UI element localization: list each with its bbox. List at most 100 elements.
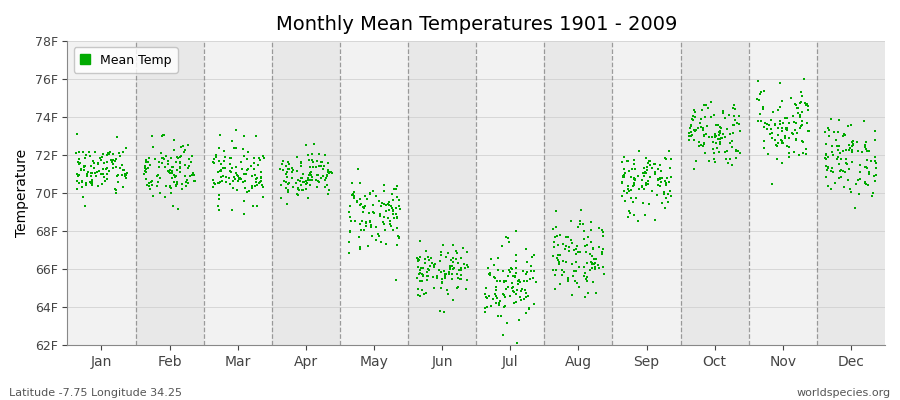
Point [173,169,187,175]
Point [697,102,711,108]
Point [518,294,533,300]
Point [256,194,270,200]
Point [188,178,202,184]
Point [283,160,297,167]
Point [96,160,111,166]
Point [715,125,729,131]
Point [573,207,588,214]
Point [256,155,271,162]
Point [478,309,492,315]
Point [779,125,794,131]
Point [793,124,807,131]
Point [108,156,122,162]
Point [833,174,848,180]
Point [364,222,378,229]
Point [238,185,252,191]
Point [819,152,833,158]
Point [363,218,377,224]
Point [850,176,865,183]
Point [369,224,383,230]
Point [438,274,453,281]
Point [119,175,133,181]
Point [836,168,850,174]
Point [510,281,525,287]
Point [851,191,866,198]
Point [845,139,859,146]
Point [342,239,356,246]
Point [789,119,804,126]
Point [365,233,380,239]
Point [418,256,432,262]
Point [626,175,641,182]
Point [100,171,114,178]
Point [95,151,110,158]
Point [170,166,184,173]
Point [320,175,334,181]
Point [359,218,374,225]
Point [858,180,872,186]
Point [118,171,132,177]
Point [307,141,321,147]
Point [640,167,654,174]
Point [362,210,376,216]
Point [658,204,672,211]
Point [324,170,338,176]
Point [655,199,670,206]
Point [615,180,629,186]
Point [222,181,237,187]
Point [212,180,226,186]
Point [254,174,268,180]
Point [765,129,779,136]
Point [146,144,160,151]
Point [696,124,710,131]
Point [588,266,602,272]
Point [482,272,497,278]
Point [760,151,775,157]
Point [342,250,356,256]
Point [238,178,252,185]
Point [174,144,188,150]
Point [226,174,240,180]
Point [139,169,153,175]
Point [443,264,457,270]
Point [495,290,509,297]
Point [155,133,169,140]
Point [160,158,175,164]
Point [245,182,259,189]
Point [115,167,130,173]
Point [722,112,736,118]
Point [648,168,662,175]
Point [377,227,392,233]
Point [212,157,226,164]
Point [621,213,635,220]
Point [418,248,433,254]
Point [685,131,699,138]
Point [311,179,326,186]
Point [517,278,531,284]
Point [721,160,735,166]
Point [591,265,606,271]
Point [238,153,252,160]
Point [161,168,176,174]
Point [109,156,123,162]
Point [577,272,591,279]
Point [282,165,296,172]
Point [705,134,719,140]
Point [285,184,300,190]
Point [713,136,727,142]
Point [69,131,84,137]
Point [140,169,154,176]
Point [247,154,261,161]
Point [712,129,726,135]
Point [246,203,260,210]
Point [144,179,158,186]
Point [778,125,793,131]
Point [585,253,599,260]
Point [578,294,592,300]
Point [552,261,566,267]
Point [212,196,226,202]
Point [279,171,293,177]
Point [168,182,183,189]
Point [68,150,83,156]
Point [320,173,334,179]
